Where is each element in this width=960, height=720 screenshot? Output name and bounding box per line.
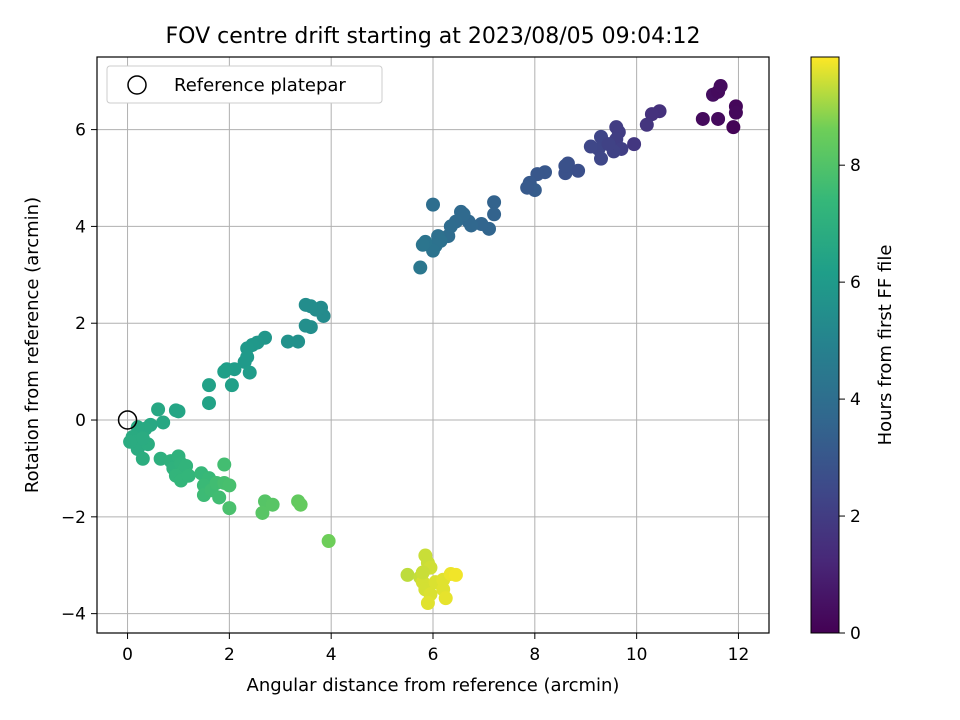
data-point (217, 457, 232, 472)
x-tick-label: 10 (626, 645, 648, 665)
grid-lines (97, 57, 769, 633)
x-tick-label: 8 (529, 645, 540, 665)
data-point (464, 218, 479, 233)
data-point (426, 197, 440, 212)
data-point (639, 117, 654, 132)
data-point (448, 567, 463, 582)
data-point (558, 158, 573, 173)
data-point (151, 402, 166, 417)
data-point (438, 591, 453, 606)
y-axis: −4 −2 0 2 4 6 (61, 121, 97, 625)
colorbar-tick-label: 0 (850, 624, 861, 644)
data-point (242, 365, 257, 380)
colorbar-ticks: 0 2 4 6 8 (839, 156, 861, 644)
data-point (181, 468, 196, 483)
data-point (520, 180, 535, 195)
legend-label: Reference platepar (174, 75, 346, 96)
colorbar: 0 2 4 6 8 Hours from first FF file (810, 56, 896, 644)
data-point (255, 505, 270, 520)
data-point (280, 334, 295, 349)
data-point (237, 354, 252, 369)
data-point (156, 415, 171, 430)
colorbar-tick-label: 6 (850, 273, 861, 293)
data-point (644, 107, 659, 122)
data-point (222, 478, 237, 493)
x-tick-label: 6 (428, 645, 439, 665)
y-tick-label: 4 (75, 217, 86, 237)
data-point (135, 451, 150, 466)
data-point (222, 501, 237, 516)
data-point (202, 378, 216, 393)
y-tick-label: −4 (61, 605, 86, 625)
data-point (291, 334, 306, 349)
data-point (217, 364, 232, 379)
y-tick-label: 0 (75, 411, 86, 431)
y-tick-label: 2 (75, 314, 86, 334)
data-point (583, 139, 598, 154)
x-tick-label: 2 (224, 645, 235, 665)
data-point (711, 111, 726, 126)
data-point (695, 111, 710, 126)
data-point (135, 431, 150, 446)
data-point (420, 595, 435, 610)
data-point (415, 565, 430, 580)
y-tick-label: 6 (75, 121, 86, 141)
x-tick-label: 0 (122, 645, 133, 665)
colorbar-tick-label: 2 (850, 507, 861, 527)
y-axis-label: Rotation from reference (arcmin) (22, 197, 43, 493)
data-point (487, 195, 502, 210)
colorbar-label: Hours from first FF file (875, 245, 896, 446)
x-tick-label: 4 (326, 645, 337, 665)
data-point (728, 105, 743, 120)
data-point (571, 163, 586, 178)
data-point (415, 237, 430, 252)
data-point (293, 497, 308, 512)
data-point (487, 207, 502, 222)
data-point (601, 137, 616, 152)
y-tick-label: −2 (61, 508, 86, 528)
data-point (212, 490, 227, 505)
x-tick-label: 12 (728, 645, 750, 665)
data-point (413, 260, 428, 275)
colorbar-tick-label: 4 (850, 390, 861, 410)
legend: Reference platepar (106, 65, 383, 104)
chart-title: FOV centre drift starting at 2023/08/05 … (166, 24, 701, 49)
data-point (202, 396, 216, 411)
data-point (400, 567, 415, 582)
reference-marker (117, 410, 138, 430)
x-axis: 0 2 4 6 8 10 12 (122, 633, 749, 665)
data-point (594, 151, 608, 166)
data-point (123, 434, 138, 449)
data-points (123, 79, 743, 610)
colorbar-gradient (810, 56, 840, 634)
data-point (713, 79, 728, 94)
plot-area (96, 56, 770, 634)
data-point (168, 403, 183, 418)
legend-box (106, 65, 383, 104)
data-point (726, 120, 741, 135)
x-axis-label: Angular distance from reference (arcmin) (247, 675, 620, 696)
data-point (224, 378, 239, 393)
colorbar-tick-label: 8 (850, 156, 861, 176)
legend-reference-icon (127, 75, 147, 95)
data-point (298, 318, 313, 333)
data-point (265, 497, 280, 512)
data-point (298, 297, 313, 312)
data-point (627, 137, 642, 152)
data-point (321, 534, 336, 549)
